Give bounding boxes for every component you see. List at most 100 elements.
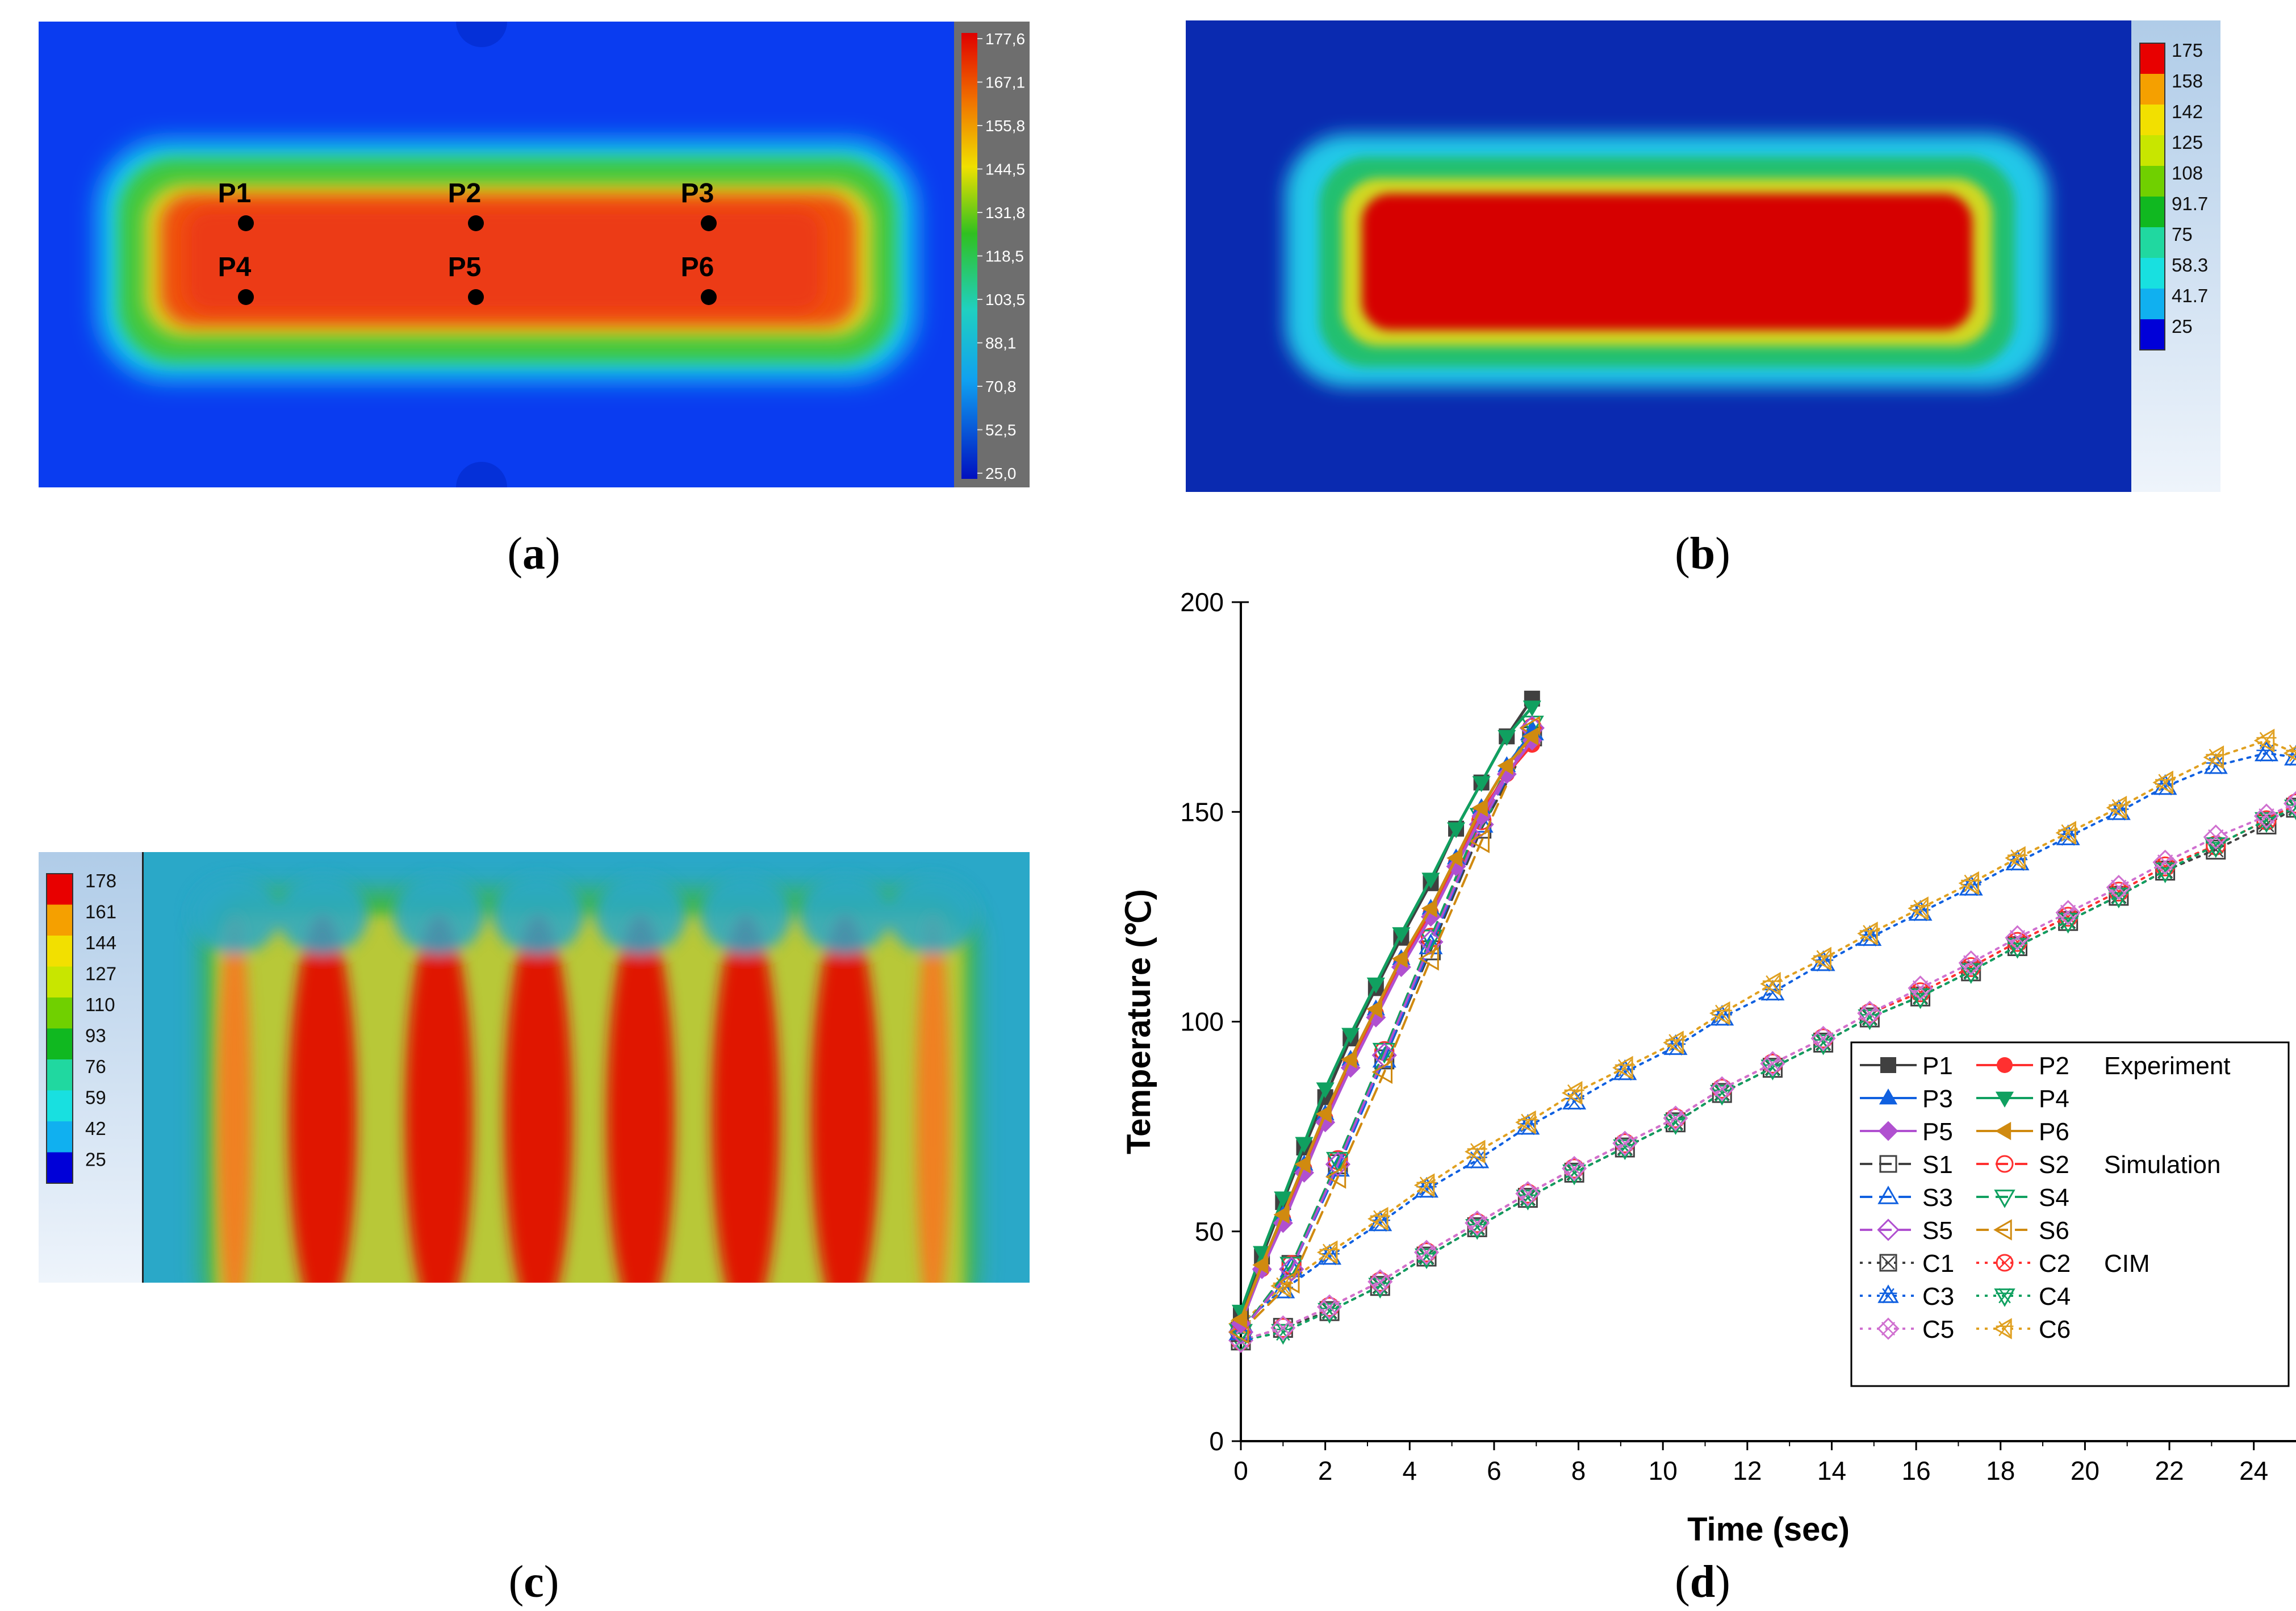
colorbar-c-swatch [47,936,73,967]
data-point-c6 [1515,1110,1538,1134]
data-point-p5 [1496,764,1517,784]
legend-label: S1 [1922,1151,1953,1179]
data-point-p4 [1472,776,1491,792]
series-s1 [1231,726,1542,1342]
y-tick-label: 50 [1195,1217,1224,1246]
series-s6 [1228,716,1541,1344]
series-line-c5 [1240,802,2296,1342]
legend-label: P3 [1922,1085,1953,1113]
data-point-p4 [1446,822,1466,838]
colorbar-b-swatch [2140,197,2165,227]
legend-label: P1 [1922,1052,1953,1080]
data-point-p5 [1391,957,1411,977]
colorbar-a-tick-label: 25,0 [985,465,1017,482]
legend-entry-p1: P1 [1860,1052,1953,1080]
data-point-p4 [1523,700,1541,717]
point-p3: P3 [681,178,717,231]
svg-text:P6: P6 [681,252,714,282]
x-tick-label: 24 [2239,1456,2268,1485]
data-point-s2 [1328,1150,1348,1170]
data-point-c5 [1316,1294,1343,1320]
x-tick-label: 18 [1986,1456,2015,1485]
colorbar-c-swatch [47,998,73,1029]
data-point-p6 [1231,1310,1248,1329]
legend-group-label: Simulation [2104,1151,2220,1179]
data-point-p4 [1253,1246,1272,1262]
data-point-s1 [1328,1154,1348,1175]
data-point-c6 [2283,744,2296,762]
data-point-c6 [2152,770,2176,795]
data-point-c6 [1612,1055,1635,1080]
colorbar-a: 177,6 167,1 155,8 144,5 131,8 118,5 103,5 88,1 7… [954,22,1030,487]
data-point-p6 [1391,949,1408,968]
svg-text:P4: P4 [218,252,252,282]
legend-label: C4 [2039,1283,2071,1310]
colorbar-a-tick-label: 88,1 [985,335,1017,352]
legend-entry-c4: C4 [1976,1283,2071,1310]
data-point-p4 [1498,730,1516,746]
legend-entry-p2: P2 [1976,1052,2069,1080]
measurement-points: P1 P2 P3 P4 P5 P6 [218,178,717,305]
colorbar-b-swatch [2140,105,2165,135]
data-point-c6 [2106,795,2129,820]
svg-text:P1: P1 [218,178,252,208]
colorbar-c-swatch [47,1028,73,1059]
x-tick-label: 6 [1487,1456,1502,1485]
legend-entry-c5: C5 [1860,1316,1954,1343]
colorbar-b-swatch [2140,227,2165,258]
panel-d-chart: 0 50 100 150 200 0 2 4 6 8 10 12 14 16 18 20 22 24 Time (s… [1113,568,2296,1568]
data-point-c5 [2106,875,2131,900]
legend-entry-c3: C3 [1860,1283,1954,1310]
svg-text:P5: P5 [448,252,482,282]
data-point-c5 [1612,1130,1638,1156]
legend-label: C6 [2039,1316,2071,1343]
legend-entry-p3: P3 [1860,1085,1953,1113]
data-point-c6 [1413,1173,1437,1197]
x-tick-label: 2 [1318,1456,1333,1485]
data-point-p4 [1341,1028,1360,1044]
data-point-c6 [1810,946,1834,971]
data-point-p6 [1446,849,1463,867]
series-line-s6 [1240,727,1533,1333]
panel-a: P1 P2 P3 P4 P5 P6 [39,0,1030,513]
x-tick-label: 22 [2155,1456,2184,1485]
data-point-s6 [1325,1165,1346,1189]
data-point-s6 [1278,1270,1300,1294]
x-tick-label: 4 [1402,1456,1417,1485]
colorbar-b: 175 158 142 125 108 91.7 75 58.3 41.7 25 [2131,20,2220,492]
data-point-c6 [1464,1140,1487,1164]
data-point-s6 [1469,829,1490,853]
data-point-s3 [1229,1319,1253,1341]
colorbar-c-tick-label: 110 [85,994,115,1015]
point-p5: P5 [448,252,484,305]
colorbar-a-tick-label: 70,8 [985,378,1017,395]
colorbar-b-tick-label: 91.7 [2172,193,2208,214]
data-point-c5 [1413,1239,1440,1265]
data-point-c5 [1465,1210,1490,1236]
legend-entry-s2: S2 [1976,1151,2069,1179]
point-p4: P4 [218,252,254,305]
legend-group-label: Experiment [2104,1052,2231,1080]
colorbar-b-tick-label: 158 [2172,70,2203,91]
series-p6 [1231,727,1539,1329]
colorbar-a-tick-label: 103,5 [985,291,1025,308]
colorbar-c-swatch [47,1152,73,1183]
legend-label: S3 [1922,1184,1953,1212]
data-point-p6 [1341,1050,1357,1069]
legend-label: P2 [2039,1052,2069,1080]
data-point-p6 [1497,756,1513,775]
legend-entry-s3: S3 [1860,1184,1953,1212]
data-point-c6 [2055,821,2078,845]
colorbar-b-swatch [2140,166,2165,197]
colorbar-b-swatch [2140,289,2165,319]
colorbar-b-tick-label: 142 [2172,101,2203,122]
data-point-c5 [1857,1000,1883,1026]
legend-label: P4 [2039,1085,2069,1113]
colorbar-a-tick-label: 155,8 [985,117,1025,135]
colorbar-b-swatch [2140,319,2165,350]
series-c6 [1228,728,2296,1336]
data-point-c5 [1367,1269,1393,1295]
data-point-c5 [2005,925,2030,950]
data-point-c6 [1367,1207,1390,1231]
colorbar-b-tick-label: 41.7 [2172,285,2208,306]
